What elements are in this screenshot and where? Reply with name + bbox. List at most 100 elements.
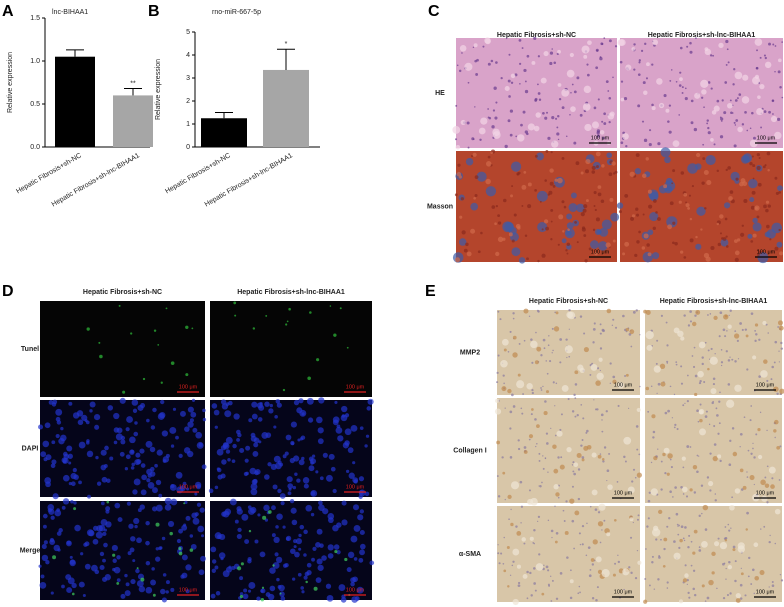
texture xyxy=(250,506,257,514)
texture xyxy=(542,111,545,115)
texture xyxy=(535,445,537,448)
texture xyxy=(88,530,95,537)
texture xyxy=(552,184,556,188)
texture xyxy=(613,518,617,522)
y-tick-label: 5 xyxy=(186,29,190,36)
panel-label: A xyxy=(2,3,14,20)
texture xyxy=(503,348,507,352)
texture xyxy=(716,169,720,173)
texture xyxy=(707,81,711,84)
texture xyxy=(651,561,654,564)
texture xyxy=(236,438,240,442)
texture xyxy=(538,553,541,556)
texture xyxy=(713,105,720,112)
texture xyxy=(521,204,524,207)
texture xyxy=(667,409,670,413)
texture xyxy=(523,542,526,545)
texture xyxy=(720,361,724,364)
texture xyxy=(503,382,505,385)
texture xyxy=(275,399,281,404)
texture xyxy=(165,580,170,585)
texture xyxy=(534,418,537,421)
texture xyxy=(634,476,637,479)
texture xyxy=(101,476,108,483)
texture xyxy=(461,52,463,54)
texture xyxy=(751,190,756,195)
image-bg xyxy=(40,301,205,397)
texture xyxy=(746,511,749,515)
texture xyxy=(641,246,646,250)
texture xyxy=(617,382,625,389)
texture xyxy=(690,540,693,543)
texture xyxy=(643,90,648,95)
texture xyxy=(763,54,766,57)
texture xyxy=(609,197,614,202)
texture xyxy=(698,408,705,415)
texture xyxy=(319,543,324,548)
micrograph: 100 μm xyxy=(210,301,372,397)
texture xyxy=(61,505,66,510)
texture xyxy=(352,461,356,465)
texture xyxy=(312,546,317,551)
texture xyxy=(638,230,641,234)
texture xyxy=(774,508,781,515)
texture xyxy=(487,62,491,66)
texture xyxy=(651,63,654,66)
texture xyxy=(497,221,502,225)
texture xyxy=(131,399,139,406)
texture xyxy=(679,77,683,81)
bar xyxy=(55,56,95,148)
texture xyxy=(298,459,305,466)
texture xyxy=(491,125,495,129)
texture xyxy=(714,541,720,547)
texture xyxy=(650,385,653,388)
texture xyxy=(504,85,510,92)
texture xyxy=(710,388,717,395)
texture xyxy=(780,347,784,350)
texture xyxy=(327,553,334,559)
texture xyxy=(547,519,550,522)
texture xyxy=(612,375,616,379)
texture xyxy=(507,79,511,83)
micrograph: 100 μm xyxy=(645,398,782,504)
texture xyxy=(727,564,733,570)
texture xyxy=(682,537,685,540)
texture xyxy=(571,485,574,488)
row-label: DAPI xyxy=(22,445,39,452)
texture xyxy=(779,86,782,89)
texture xyxy=(313,586,318,591)
texture xyxy=(628,566,631,569)
texture xyxy=(581,456,585,459)
texture xyxy=(228,400,233,406)
texture xyxy=(509,133,513,137)
texture xyxy=(679,46,683,50)
texture xyxy=(576,413,579,417)
texture xyxy=(115,433,123,441)
texture xyxy=(567,228,570,231)
texture xyxy=(669,458,672,461)
texture xyxy=(549,181,554,186)
texture xyxy=(765,200,770,204)
texture xyxy=(620,141,624,145)
texture xyxy=(307,417,314,423)
texture xyxy=(744,328,748,331)
texture xyxy=(757,253,760,257)
scale-bar-label: 100 μm xyxy=(756,490,775,496)
texture xyxy=(735,119,739,122)
texture xyxy=(189,548,194,552)
texture xyxy=(136,580,144,587)
texture xyxy=(509,109,514,113)
texture xyxy=(568,203,578,212)
y-tick-label: 1.0 xyxy=(30,58,40,65)
texture xyxy=(756,165,761,171)
texture xyxy=(724,81,728,84)
texture xyxy=(723,111,727,115)
texture xyxy=(131,462,136,467)
texture xyxy=(543,50,549,57)
texture xyxy=(557,83,562,87)
texture xyxy=(239,576,244,581)
texture xyxy=(510,194,514,198)
texture xyxy=(748,178,758,189)
texture xyxy=(566,242,571,247)
texture xyxy=(728,463,732,467)
